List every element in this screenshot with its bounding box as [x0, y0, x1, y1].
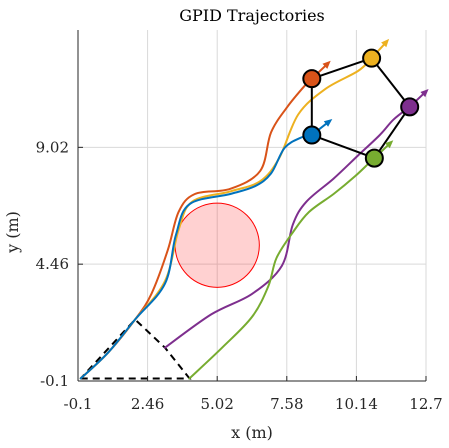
agent-marker-4 [400, 97, 420, 117]
agent-marker-1 [302, 69, 322, 89]
trajectory-line-4 [164, 105, 411, 349]
x-tick-label: -0.1 [64, 395, 93, 413]
formation-edge [373, 106, 411, 159]
heading-arrow-head [323, 119, 333, 127]
agent-marker-2 [362, 48, 382, 68]
x-tick-label: 7.58 [270, 395, 303, 413]
obstacle-layer [174, 202, 260, 288]
y-tick-label: 4.46 [36, 255, 69, 273]
heading-arrow-head [322, 60, 331, 69]
obstacle-circle [174, 202, 260, 288]
formation-edge [311, 57, 372, 80]
agent-marker-5 [364, 148, 384, 168]
axes: -0.1 2.46 5.02 7.58 10.14 12.7 -0.1 4.46 9.02 [36, 30, 443, 413]
x-tick-label: 2.46 [131, 395, 164, 413]
formation-edge-layer [310, 57, 411, 160]
y-tick-label: -0.1 [40, 372, 69, 390]
x-axis-label: x (m) [231, 423, 273, 442]
y-axis-label: y (m) [3, 211, 22, 254]
heading-arrow-head [385, 140, 394, 149]
x-tick-label: 10.14 [335, 395, 378, 413]
formation-edge [311, 134, 375, 160]
trajectory-line-5 [188, 157, 376, 380]
trajectory-line-3 [79, 134, 313, 380]
x-tick-label: 5.02 [200, 395, 233, 413]
chart-title: GPID Trajectories [179, 6, 325, 25]
initial-formation-outline [79, 318, 192, 380]
trajectory-layer [79, 57, 411, 380]
agent-layer [302, 38, 429, 168]
formation-edge [370, 57, 411, 108]
y-tick-label: 9.02 [36, 138, 69, 156]
initial-formation-layer [79, 318, 192, 380]
x-tick-label: 12.7 [409, 395, 442, 413]
grid [78, 30, 427, 381]
heading-arrow-head [420, 89, 429, 98]
heading-arrow-head [381, 38, 390, 48]
agent-marker-3 [302, 125, 322, 145]
